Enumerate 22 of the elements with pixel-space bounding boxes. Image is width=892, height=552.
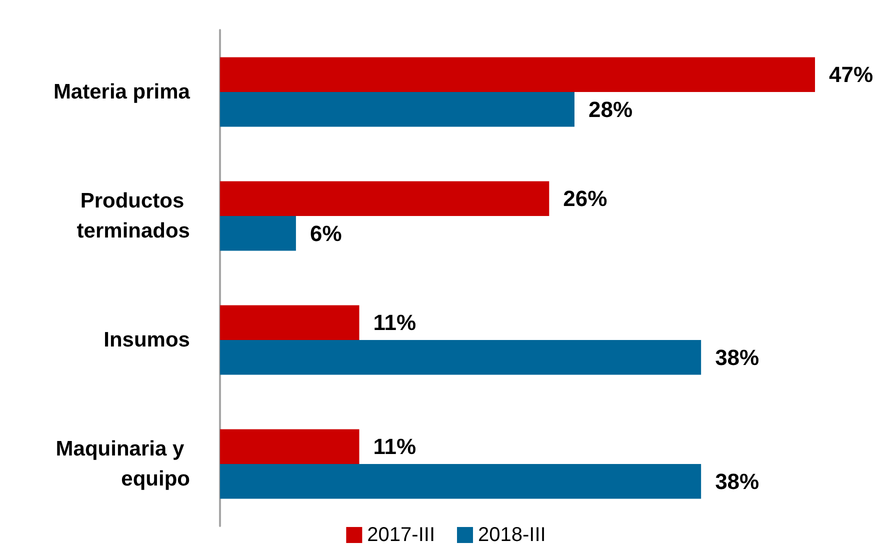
bar — [220, 92, 574, 127]
legend-label: 2018-III — [478, 524, 546, 546]
data-label: 6% — [310, 220, 342, 246]
data-label: 11% — [373, 310, 416, 336]
bar — [220, 57, 815, 92]
data-label: 26% — [563, 186, 608, 212]
legend-label: 2017-III — [367, 524, 436, 546]
y-tick-label: Insumos — [104, 328, 190, 352]
y-tick-label: Maquinaria y equipo — [56, 438, 190, 490]
bar — [220, 429, 360, 464]
bar — [220, 305, 360, 340]
bar — [220, 464, 702, 499]
y-tick-label: Productos terminados — [76, 190, 190, 242]
bar — [220, 340, 702, 375]
data-label: 28% — [588, 96, 633, 122]
data-label: 38% — [715, 344, 760, 370]
data-label: 11% — [373, 434, 416, 460]
data-label: 38% — [715, 468, 760, 494]
bar — [220, 181, 550, 216]
data-label: 47% — [829, 62, 874, 88]
y-tick-label: Materia prima — [53, 80, 190, 104]
bar — [220, 216, 296, 251]
